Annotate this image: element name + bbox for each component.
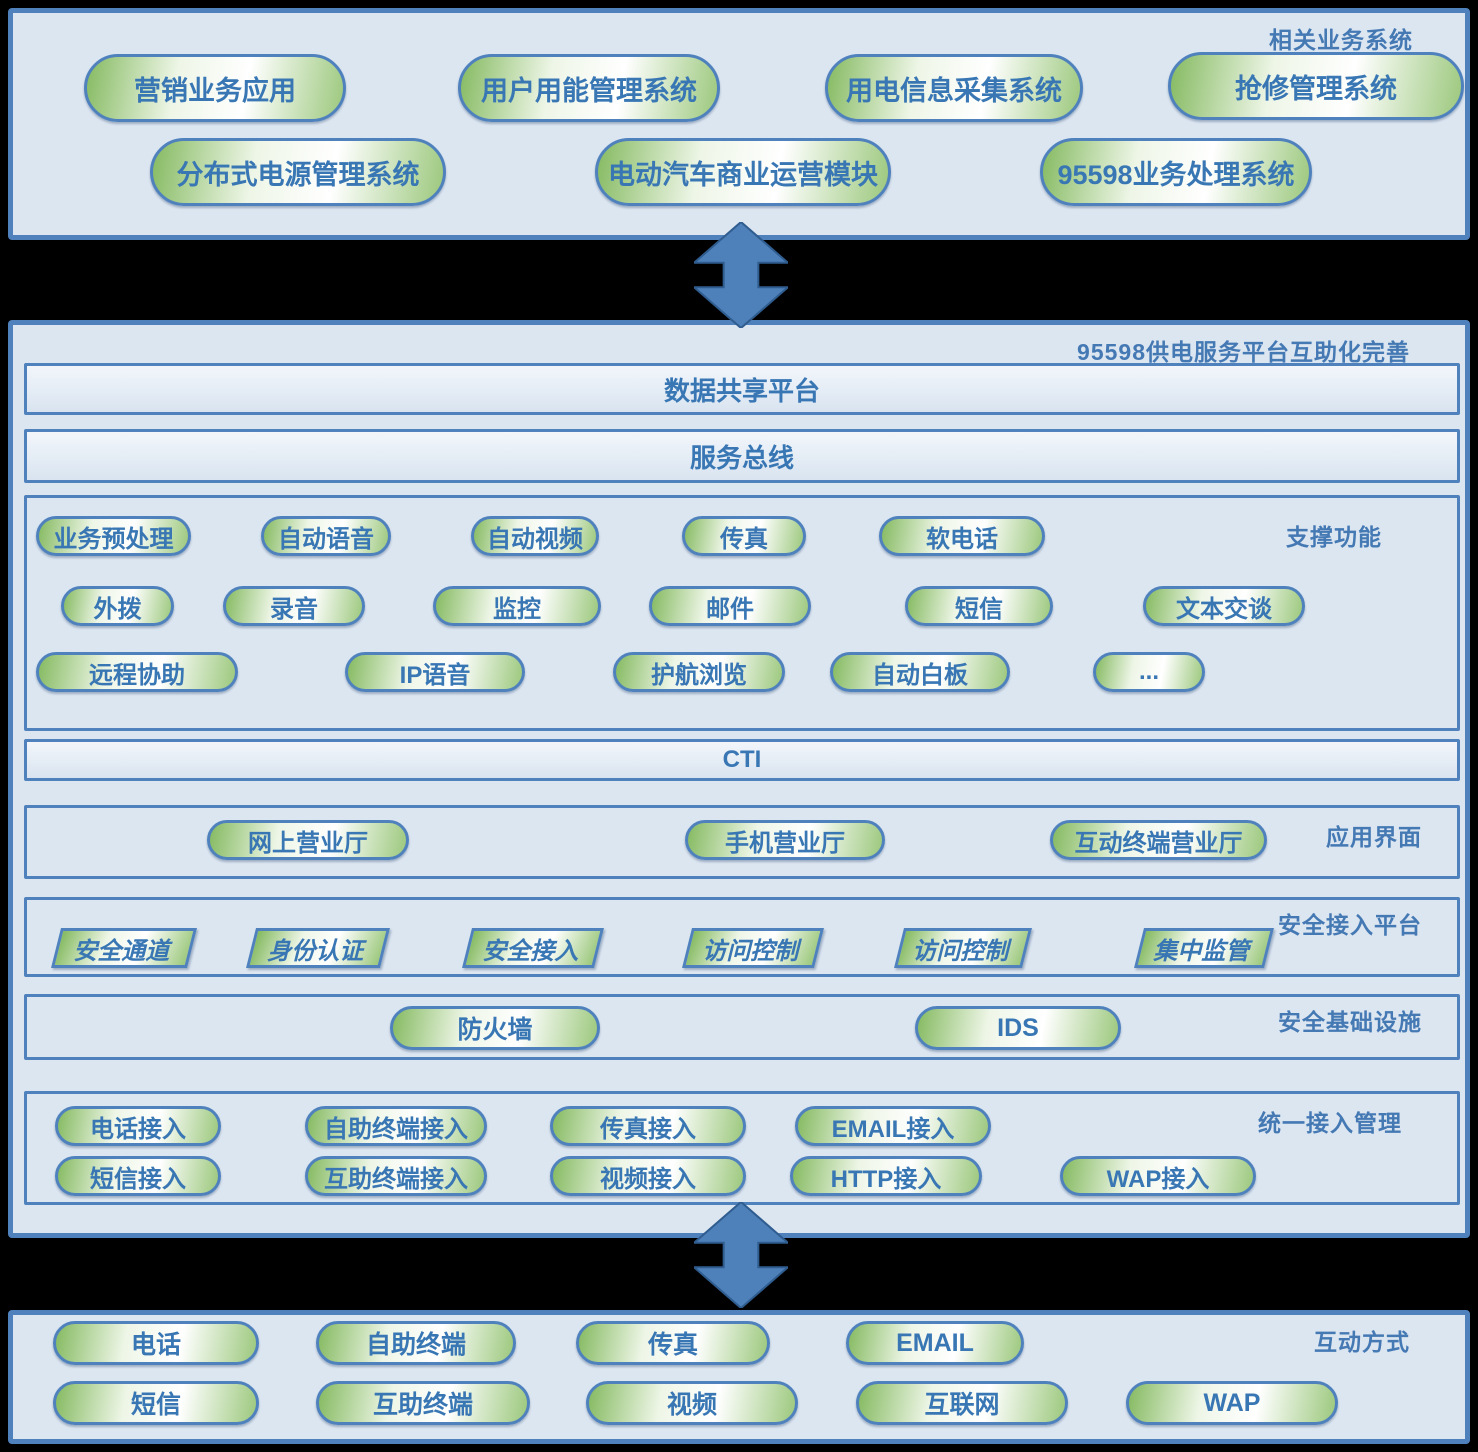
node-softphone: 软电话 [879, 516, 1045, 556]
node-distributed-power-mgmt: 分布式电源管理系统 [150, 138, 446, 206]
double-arrow-icon [694, 1202, 788, 1308]
cti-bar: CTI [24, 739, 1460, 781]
node-self-terminal-access: 自助终端接入 [305, 1106, 487, 1146]
node-power-info-collection: 用电信息采集系统 [825, 54, 1083, 122]
support-functions-box: 支撑功能 业务预处理 自动语音 自动视频 传真 软电话 外拨 录音 监控 邮件 … [24, 495, 1460, 731]
unified-access-box: 统一接入管理 电话接入 自助终端接入 传真接入 EMAIL接入 短信接入 互助终… [24, 1091, 1460, 1205]
panel-95598-platform-label: 95598供电服务平台互助化完善 [1077, 339, 1410, 365]
secure-access-label: 安全接入平台 [1278, 912, 1422, 938]
data-sharing-platform-bar: 数据共享平台 [24, 363, 1460, 415]
node-mutual-terminal: 互助终端 [316, 1381, 530, 1425]
node-centralized-supervision: 集中监管 [1134, 928, 1274, 968]
panel-related-systems-label: 相关业务系统 [1269, 27, 1413, 53]
security-infrastructure-label: 安全基础设施 [1278, 1009, 1422, 1035]
application-interface-label: 应用界面 [1326, 824, 1422, 850]
node-business-preprocess: 业务预处理 [36, 516, 191, 556]
node-wap: WAP [1126, 1381, 1338, 1425]
node-mail: 邮件 [649, 586, 811, 626]
application-interface-box: 应用界面 网上营业厅 手机营业厅 互动终端营业厅 [24, 805, 1460, 879]
node-remote-assist: 远程协助 [36, 652, 238, 692]
panel-interaction-modes-label: 互动方式 [1314, 1329, 1410, 1355]
node-ids: IDS [915, 1006, 1121, 1050]
node-secure-channel: 安全通道 [51, 928, 197, 968]
node-access-control-1: 访问控制 [682, 928, 824, 968]
node-phone-access: 电话接入 [55, 1106, 221, 1146]
node-ev-commercial-ops: 电动汽车商业运营模块 [595, 138, 891, 206]
node-secure-access: 安全接入 [462, 928, 604, 968]
node-outbound-call: 外拨 [61, 586, 174, 626]
node-internet: 互联网 [856, 1381, 1068, 1425]
node-email-access: EMAIL接入 [795, 1106, 991, 1146]
node-escort-browsing: 护航浏览 [613, 652, 785, 692]
node-repair-mgmt: 抢修管理系统 [1168, 52, 1464, 120]
node-interactive-terminal-hall: 互动终端营业厅 [1050, 820, 1267, 860]
node-email-mode: EMAIL [846, 1321, 1024, 1365]
double-arrow-icon [694, 222, 788, 328]
node-mobile-hall: 手机营业厅 [685, 820, 885, 860]
node-monitoring: 监控 [433, 586, 601, 626]
node-fax-mode: 传真 [576, 1321, 770, 1365]
node-mutual-terminal-access: 互助终端接入 [305, 1156, 487, 1196]
node-http-access: HTTP接入 [790, 1156, 982, 1196]
node-fax-access: 传真接入 [550, 1106, 746, 1146]
node-access-control-2: 访问控制 [894, 928, 1032, 968]
secure-access-box: 安全接入平台 安全通道 身份认证 安全接入 访问控制 访问控制 集中监管 [24, 897, 1460, 977]
node-ip-voice: IP语音 [345, 652, 525, 692]
support-functions-label: 支撑功能 [1286, 524, 1382, 550]
node-user-energy-mgmt: 用户用能管理系统 [458, 54, 720, 122]
node-phone: 电话 [53, 1321, 259, 1365]
node-auto-voice: 自动语音 [261, 516, 391, 556]
node-self-terminal: 自助终端 [316, 1321, 516, 1365]
node-video-mode: 视频 [586, 1381, 798, 1425]
panel-95598-platform: 95598供电服务平台互助化完善 数据共享平台 服务总线 支撑功能 业务预处理 … [8, 320, 1470, 1238]
node-recording: 录音 [223, 586, 365, 626]
node-sms-fn: 短信 [905, 586, 1053, 626]
panel-related-systems: 相关业务系统 营销业务应用 用户用能管理系统 用电信息采集系统 抢修管理系统 分… [8, 8, 1470, 240]
node-fax-fn: 传真 [682, 516, 806, 556]
node-sms-mode: 短信 [53, 1381, 259, 1425]
node-95598-business-processing: 95598业务处理系统 [1040, 138, 1312, 206]
unified-access-label: 统一接入管理 [1258, 1110, 1402, 1136]
security-infrastructure-box: 安全基础设施 防火墙 IDS [24, 994, 1460, 1060]
node-firewall: 防火墙 [390, 1006, 600, 1050]
panel-interaction-modes: 互动方式 电话 自助终端 传真 EMAIL 短信 互助终端 视频 互联网 WAP [8, 1310, 1470, 1444]
node-text-chat: 文本交谈 [1143, 586, 1305, 626]
node-video-access: 视频接入 [550, 1156, 746, 1196]
node-auto-whiteboard: 自动白板 [830, 652, 1010, 692]
node-wap-access: WAP接入 [1060, 1156, 1256, 1196]
node-sms-access: 短信接入 [55, 1156, 221, 1196]
node-marketing-app: 营销业务应用 [84, 54, 346, 122]
node-online-hall: 网上营业厅 [207, 820, 409, 860]
node-auto-video: 自动视频 [471, 516, 599, 556]
node-ellipsis: ... [1093, 652, 1205, 692]
node-identity-auth: 身份认证 [246, 928, 390, 968]
service-bus-bar: 服务总线 [24, 429, 1460, 483]
